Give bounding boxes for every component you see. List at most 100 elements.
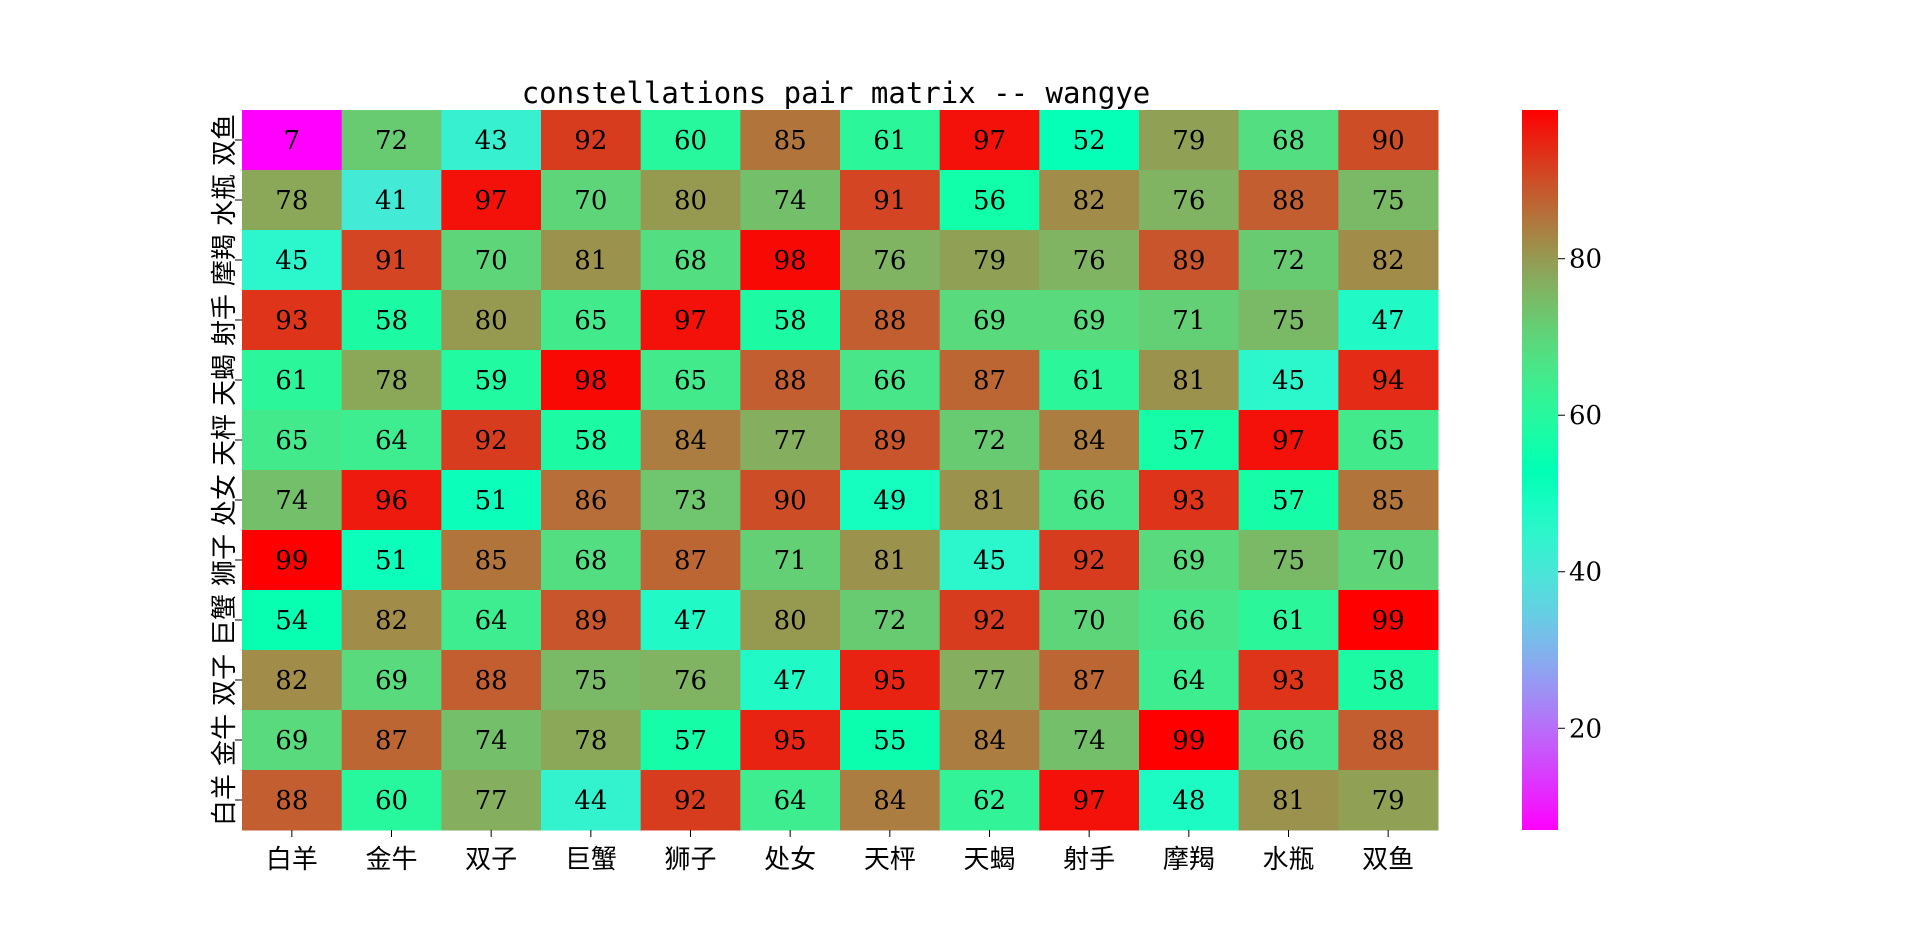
cell-value-label: 98	[574, 366, 607, 396]
cell-value-label: 76	[674, 666, 707, 696]
cell-value-label: 74	[1073, 726, 1106, 756]
y-tick-label: 双鱼	[210, 114, 240, 166]
x-tick-label: 处女	[764, 845, 816, 875]
cell-value-label: 70	[1073, 606, 1106, 636]
cell-value-label: 51	[475, 486, 508, 516]
heatmap-cell	[740, 710, 841, 771]
cell-value-label: 52	[1073, 126, 1106, 156]
heatmap-cell	[441, 590, 542, 651]
heatmap-cell	[1139, 290, 1240, 351]
heatmap-cell	[1139, 350, 1240, 411]
colorbar-gradient	[1522, 110, 1558, 830]
cell-value-label: 80	[774, 606, 807, 636]
cell-value-label: 61	[275, 366, 308, 396]
heatmap-cell	[541, 170, 642, 231]
heatmap-cell	[939, 410, 1040, 471]
y-tick-label: 双子	[210, 654, 240, 706]
cell-value-label: 69	[973, 306, 1006, 336]
cell-value-label: 78	[574, 726, 607, 756]
heatmap-cell	[939, 350, 1040, 411]
heatmap-cell	[939, 230, 1040, 291]
heatmap-cell	[341, 230, 442, 291]
cell-value-label: 43	[475, 126, 508, 156]
heatmap-cell	[740, 530, 841, 591]
cell-value-label: 91	[873, 186, 906, 216]
heatmap-cell	[1238, 590, 1339, 651]
colorbar: 20 40 60 80	[1522, 110, 1602, 830]
heatmap-cell	[242, 710, 343, 771]
heatmap-cell	[341, 710, 442, 771]
cell-value-label: 81	[973, 486, 1006, 516]
heatmap-cell	[1139, 710, 1240, 771]
cell-value-label: 72	[873, 606, 906, 636]
cell-value-label: 54	[275, 606, 308, 636]
cell-value-label: 72	[1272, 246, 1305, 276]
heatmap-cell	[1139, 470, 1240, 531]
heatmap-cell	[242, 350, 343, 411]
heatmap-cell	[1238, 710, 1339, 771]
heatmap-cell	[242, 530, 343, 591]
heatmap-cell	[1338, 530, 1439, 591]
colorbar-tick-label: 60	[1569, 401, 1602, 431]
heatmap-cell	[341, 470, 442, 531]
heatmap-cell	[1338, 470, 1439, 531]
cell-value-label: 96	[375, 486, 408, 516]
heatmap-cell	[1039, 110, 1140, 171]
heatmap-cell	[740, 170, 841, 231]
cell-value-label: 97	[475, 186, 508, 216]
cell-value-label: 70	[1372, 546, 1405, 576]
cell-value-label: 64	[375, 426, 408, 456]
cell-value-label: 65	[574, 306, 607, 336]
heatmap-cell	[242, 650, 343, 711]
heatmap-cell	[341, 650, 442, 711]
heatmap-cell	[939, 650, 1040, 711]
heatmap-cell	[740, 110, 841, 171]
heatmap-cell	[541, 230, 642, 291]
heatmap-cell	[242, 410, 343, 471]
heatmap-cell	[740, 230, 841, 291]
cell-value-label: 68	[574, 546, 607, 576]
cell-value-label: 89	[574, 606, 607, 636]
cell-value-label: 57	[674, 726, 707, 756]
cell-value-label: 78	[275, 186, 308, 216]
cell-value-label: 57	[1272, 486, 1305, 516]
heatmap-cell	[341, 770, 442, 831]
heatmap-cell	[1238, 170, 1339, 231]
x-tick-label: 摩羯	[1163, 845, 1215, 875]
colorbar-tick-label: 80	[1569, 245, 1602, 275]
cell-value-label: 71	[1172, 306, 1205, 336]
cell-value-label: 93	[275, 306, 308, 336]
heatmap-cell	[640, 170, 741, 231]
y-tick-label: 射手	[210, 294, 240, 346]
heatmap-cell	[740, 650, 841, 711]
cell-value-label: 93	[1272, 666, 1305, 696]
cell-value-label: 72	[375, 126, 408, 156]
cell-value-label: 82	[275, 666, 308, 696]
heatmap-cell	[840, 710, 941, 771]
heatmap-cell	[341, 290, 442, 351]
cell-value-label: 57	[1172, 426, 1205, 456]
x-tick-label: 天枰	[864, 845, 916, 875]
heatmap-cell	[1238, 350, 1339, 411]
heatmap-cell	[541, 410, 642, 471]
heatmap-cell	[341, 110, 442, 171]
cell-value-label: 75	[574, 666, 607, 696]
heatmap-cell	[541, 590, 642, 651]
heatmap-cell	[1039, 290, 1140, 351]
cell-value-label: 97	[674, 306, 707, 336]
cell-value-label: 69	[1172, 546, 1205, 576]
cell-value-label: 55	[873, 726, 906, 756]
colorbar-tick-label: 40	[1569, 558, 1602, 588]
cell-value-label: 92	[574, 126, 607, 156]
heatmap-cell	[840, 230, 941, 291]
heatmap-cell	[939, 590, 1040, 651]
heatmap-cell	[441, 530, 542, 591]
cell-value-label: 65	[674, 366, 707, 396]
heatmap-cell	[441, 350, 542, 411]
x-tick-label: 水瓶	[1262, 845, 1314, 875]
heatmap-cell	[740, 350, 841, 411]
heatmap-cell	[1039, 230, 1140, 291]
cell-value-label: 89	[1172, 246, 1205, 276]
cell-value-label: 44	[574, 786, 607, 816]
cell-value-label: 88	[475, 666, 508, 696]
